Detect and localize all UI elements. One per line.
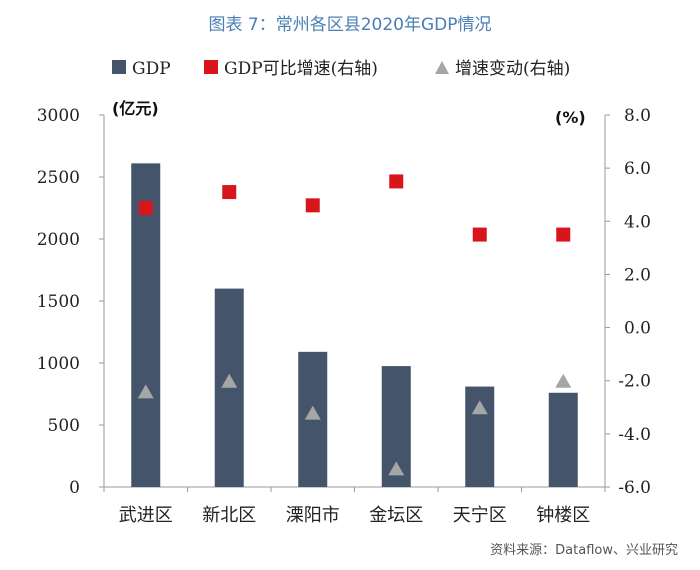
category-label: 天宁区 <box>453 505 507 526</box>
right-tick-label: 4.0 <box>624 212 651 232</box>
growth-marker <box>472 227 487 242</box>
left-tick-label: 1500 <box>37 292 80 312</box>
legend-swatch-gdp <box>112 60 126 74</box>
legend-label-change: 增速变动(右轴) <box>455 59 570 79</box>
growth-marker <box>222 185 237 200</box>
legend: GDP GDP可比增速(右轴) 增速变动(右轴) <box>112 59 570 79</box>
left-tick-label: 2500 <box>37 168 80 188</box>
right-tick-label: 6.0 <box>624 159 651 179</box>
right-axis-unit: (%) <box>555 108 586 127</box>
right-tick-label: 0.0 <box>624 319 651 339</box>
left-tick-label: 500 <box>48 416 80 436</box>
gdp-bar <box>548 392 578 487</box>
left-tick-label: 0 <box>69 478 80 498</box>
right-tick-label: -2.0 <box>618 372 651 392</box>
right-tick-label: 2.0 <box>624 265 651 285</box>
gdp-bar <box>214 288 244 487</box>
legend-swatch-change <box>435 61 449 74</box>
left-tick-label: 3000 <box>37 106 80 126</box>
change-marker <box>304 405 321 420</box>
right-tick-label: 8.0 <box>624 106 651 126</box>
category-label: 新北区 <box>202 505 256 526</box>
category-label: 武进区 <box>119 505 173 526</box>
right-tick-label: -6.0 <box>618 478 651 498</box>
change-marker <box>221 373 238 388</box>
left-tick-label: 2000 <box>37 230 80 250</box>
left-axis-unit: (亿元) <box>112 99 159 118</box>
left-tick-label: 1000 <box>37 354 80 374</box>
growth-marker <box>305 198 320 213</box>
chart-title: 图表 7：常州各区县2020年GDP情况 <box>208 15 492 35</box>
category-label: 钟楼区 <box>536 505 590 526</box>
source-note: 资料来源：Dataflow、兴业研究 <box>490 543 678 558</box>
category-label: 溧阳市 <box>286 505 340 526</box>
growth-marker <box>138 201 153 215</box>
category-label: 金坛区 <box>369 505 423 526</box>
legend-label-growth: GDP可比增速(右轴) <box>224 59 378 79</box>
right-tick-label: -4.0 <box>618 425 651 445</box>
change-marker <box>555 373 572 388</box>
change-marker <box>388 461 405 476</box>
change-marker <box>137 384 154 399</box>
legend-label-gdp: GDP <box>132 59 171 79</box>
legend-swatch-growth <box>204 60 218 74</box>
gdp-bar <box>131 163 161 488</box>
change-marker <box>471 400 488 415</box>
growth-marker <box>556 227 571 242</box>
growth-marker <box>389 174 404 189</box>
